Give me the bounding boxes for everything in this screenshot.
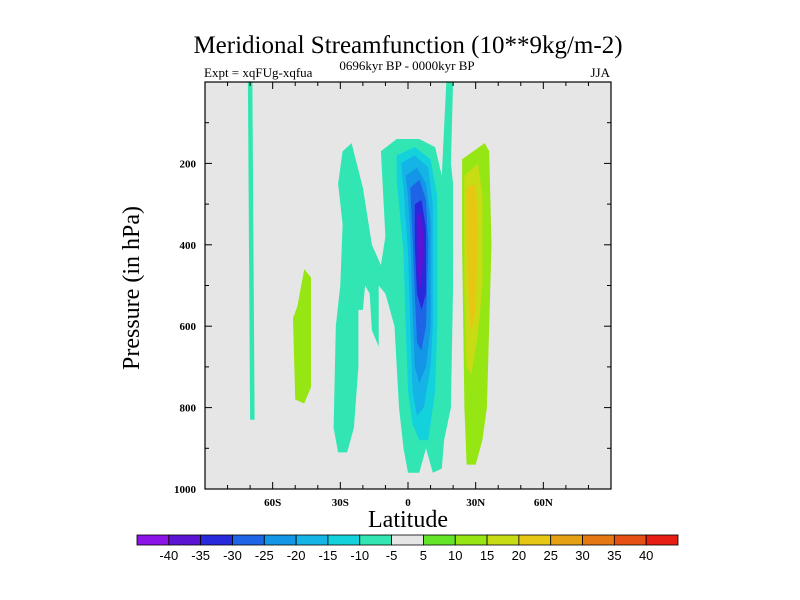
x-tick-label: 30N [466,497,485,509]
colorbar-label: 25 [543,548,557,563]
x-tick-label: 30S [332,497,349,509]
colorbar-label: 10 [448,548,462,563]
colorbar-label: 20 [512,548,526,563]
colorbar-swatch [263,534,297,546]
colorbar-label: -25 [255,548,274,563]
colorbar: -40 -35 -30 -25 -20 -15 -10 -5 5 10 15 20 25 30 35 40 [136,534,679,563]
contour-region-0 [247,82,255,420]
x-axis-title: Latitude [368,507,448,533]
colorbar-swatch [168,534,202,546]
colorbar-label: -40 [159,548,178,563]
contour-region-1 [293,269,311,404]
colorbar-swatch [327,534,361,546]
colorbar-swatch [645,534,679,546]
contour-regions [247,82,492,473]
colorbar-swatch [582,534,615,546]
colorbar-label: 30 [575,548,589,563]
colorbar-label: -20 [287,548,306,563]
colorbar-label: 40 [639,548,653,563]
y-tick-label: 800 [180,403,197,415]
axis-ticks: 60S 30S 0 30N 60N 200 400 600 800 1000 [174,82,611,509]
colorbar-swatch [359,534,392,546]
y-tick-label: 1000 [174,484,197,496]
colorbar-swatch [613,534,647,546]
chart-title: Meridional Streamfunction (10**9kg/m-2) [193,32,622,59]
x-tick-label: 0 [405,497,411,509]
colorbar-swatch [391,534,424,546]
colorbar-label: 5 [420,548,427,563]
colorbar-swatch [232,534,265,546]
y-tick-label: 400 [180,240,197,252]
period-label: 0696kyr BP - 0000kyr BP [339,58,474,73]
colorbar-label: -5 [386,548,398,563]
colorbar-swatch [486,534,520,546]
contour-region-11 [466,183,478,335]
colorbar-label: -10 [350,548,369,563]
colorbar-swatch [518,534,552,546]
season-label: JJA [590,65,610,80]
y-tick-label: 200 [180,158,197,170]
colorbar-swatch [454,534,488,546]
colorbar-label: -30 [223,548,242,563]
colorbar-swatch [136,534,170,546]
colorbar-swatch [423,534,456,546]
colorbar-swatch [295,534,329,546]
colorbar-label: -15 [319,548,338,563]
y-tick-label: 600 [180,321,197,333]
contour-region-8 [417,212,424,290]
x-tick-label: 60N [534,497,553,509]
colorbar-swatch [550,534,583,546]
colorbar-label: -35 [191,548,210,563]
colorbar-label: 15 [480,548,494,563]
experiment-label: Expt = xqFUg-xqfua [204,65,313,80]
x-tick-label: 60S [264,497,281,509]
colorbar-label: 35 [607,548,621,563]
colorbar-swatch [200,534,233,546]
y-axis-title: Pressure (in hPa) [119,206,145,370]
